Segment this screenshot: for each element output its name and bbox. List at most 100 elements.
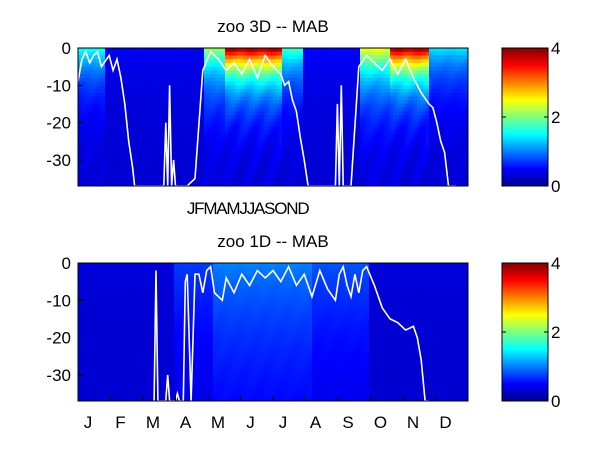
heatmap-cell xyxy=(117,141,121,146)
heatmap-cell xyxy=(312,174,316,180)
heatmap-cell xyxy=(156,100,160,105)
heatmap-cell xyxy=(111,77,115,83)
heatmap-cell xyxy=(351,141,355,146)
heatmap-cell xyxy=(93,111,97,116)
heatmap-cell xyxy=(210,163,214,168)
heatmap-cell xyxy=(150,159,154,165)
heatmap-cell xyxy=(294,96,298,101)
heatmap-cell xyxy=(195,92,199,98)
heatmap-cell xyxy=(339,77,343,83)
heatmap-cell xyxy=(327,144,331,150)
heatmap-cell xyxy=(456,182,460,186)
heatmap-cell xyxy=(129,178,133,183)
heatmap-cell xyxy=(303,115,307,120)
heatmap-cell xyxy=(78,118,82,124)
heatmap-cell xyxy=(348,70,352,75)
heatmap-cell xyxy=(387,152,391,157)
heatmap-cell xyxy=(270,48,274,53)
heatmap-cell xyxy=(129,89,133,94)
heatmap-cell xyxy=(237,126,241,131)
heatmap-cell xyxy=(105,174,109,180)
heatmap-cell xyxy=(384,163,388,168)
heatmap-cell xyxy=(459,96,463,101)
heatmap-cell xyxy=(381,152,385,157)
heatmap-cell xyxy=(258,152,262,157)
heatmap-cell xyxy=(447,107,451,113)
heatmap-cell xyxy=(237,159,241,165)
heatmap-cell xyxy=(351,182,355,186)
heatmap-cell xyxy=(450,96,454,101)
heatmap-cell xyxy=(465,130,468,135)
heatmap-cell xyxy=(117,48,121,53)
heatmap-cell xyxy=(177,130,181,135)
heatmap-cell xyxy=(372,103,376,109)
heatmap-cell xyxy=(135,51,139,57)
heatmap-cell xyxy=(282,74,286,79)
heatmap-cell xyxy=(312,81,316,86)
heatmap-cell xyxy=(330,152,334,157)
heatmap-cell xyxy=(363,59,367,64)
heatmap-cell xyxy=(399,103,403,109)
heatmap-cell xyxy=(342,171,346,176)
heatmap-cell xyxy=(213,74,217,79)
heatmap-cell xyxy=(345,148,349,154)
heatmap-cell xyxy=(279,156,283,161)
heatmap-cell xyxy=(249,167,253,172)
heatmap-cell xyxy=(324,81,328,86)
heatmap-cell xyxy=(453,100,457,105)
heatmap-cell xyxy=(318,115,322,120)
heatmap-cell xyxy=(438,107,442,113)
heatmap-cell xyxy=(423,81,427,86)
heatmap-cell xyxy=(195,85,199,90)
heatmap-cell xyxy=(141,152,145,157)
heatmap-cell xyxy=(288,74,292,79)
heatmap-cell xyxy=(177,48,181,53)
heatmap-cell xyxy=(174,115,178,120)
heatmap-cell xyxy=(222,174,226,180)
heatmap-cell xyxy=(270,118,274,124)
heatmap-cell xyxy=(96,182,100,186)
heatmap-cell xyxy=(192,171,196,176)
heatmap-cell xyxy=(228,111,232,116)
heatmap-cell xyxy=(375,152,379,157)
heatmap-cell xyxy=(108,167,112,172)
heatmap-cell xyxy=(240,107,244,113)
heatmap-cell xyxy=(132,156,136,161)
heatmap-cell xyxy=(120,141,124,146)
heatmap-cell xyxy=(366,130,370,135)
heatmap-cell xyxy=(327,152,331,157)
heatmap-cell xyxy=(195,100,199,105)
heatmap-cell xyxy=(165,77,169,83)
heatmap-cell xyxy=(417,103,421,109)
heatmap-cell xyxy=(297,103,301,109)
heatmap-cell xyxy=(417,55,421,60)
heatmap-cell xyxy=(450,130,454,135)
heatmap-cell xyxy=(138,55,142,60)
heatmap-cell xyxy=(288,126,292,131)
heatmap-cell xyxy=(360,174,364,180)
heatmap-cell xyxy=(435,92,439,98)
heatmap-cell xyxy=(396,59,400,64)
heatmap-cell xyxy=(144,115,148,120)
heatmap-cell xyxy=(132,77,136,83)
heatmap-cell xyxy=(78,163,82,168)
heatmap-cell xyxy=(162,89,166,94)
heatmap-cell xyxy=(78,122,82,127)
heatmap-cell xyxy=(81,141,85,146)
heatmap-cell xyxy=(255,130,259,135)
heatmap-cell xyxy=(174,141,178,146)
colorbar-ticks-1: 024 xyxy=(502,39,560,196)
heatmap-cell xyxy=(132,81,136,86)
heatmap-cell xyxy=(261,96,265,101)
heatmap-cell xyxy=(417,92,421,98)
heatmap-cell xyxy=(210,89,214,94)
heatmap-cell xyxy=(270,77,274,83)
heatmap-cell xyxy=(306,107,310,113)
heatmap-cell xyxy=(210,70,214,75)
heatmap-cell xyxy=(177,141,181,146)
heatmap-cell xyxy=(219,133,223,139)
heatmap-cell xyxy=(78,62,82,68)
heatmap-cell xyxy=(105,141,109,146)
heatmap-cell xyxy=(435,148,439,154)
heatmap-cell xyxy=(276,118,280,124)
